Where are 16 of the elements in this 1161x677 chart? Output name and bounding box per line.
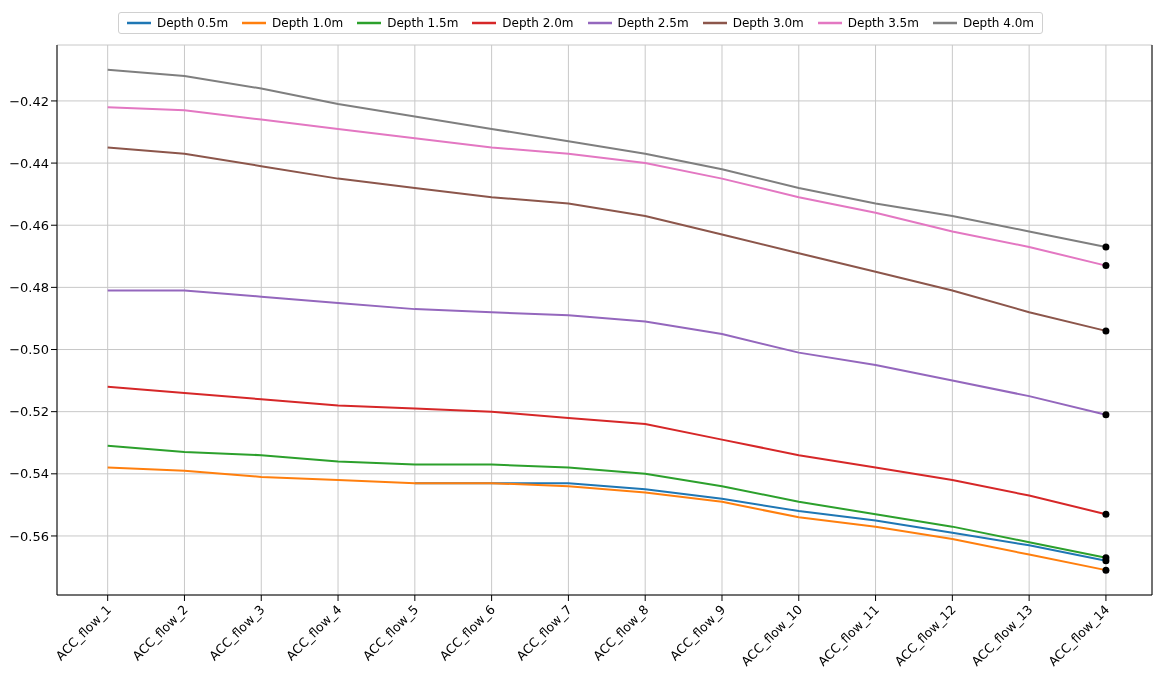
y-tick-label: −0.48 bbox=[9, 279, 49, 295]
y-tick-label: −0.52 bbox=[9, 404, 49, 420]
legend-label: Depth 0.5m bbox=[155, 16, 229, 30]
legend-label: Depth 2.0m bbox=[501, 16, 574, 30]
y-tick-label: −0.56 bbox=[9, 528, 49, 544]
legend-label: Depth 4.0m bbox=[961, 16, 1035, 30]
legend-label: Depth 2.5m bbox=[616, 16, 689, 30]
y-tick-label: −0.42 bbox=[9, 93, 49, 109]
legend-label: Depth 3.0m bbox=[731, 16, 804, 30]
y-tick-label: −0.44 bbox=[9, 155, 49, 171]
legend-label: Depth 3.5m bbox=[846, 16, 919, 30]
y-tick-label: −0.46 bbox=[9, 217, 49, 233]
y-tick-label: −0.54 bbox=[9, 466, 49, 482]
legend-label: Depth 1.5m bbox=[386, 16, 459, 30]
y-tick-label: −0.50 bbox=[9, 342, 49, 358]
legend-label: Depth 1.0m bbox=[271, 16, 344, 30]
